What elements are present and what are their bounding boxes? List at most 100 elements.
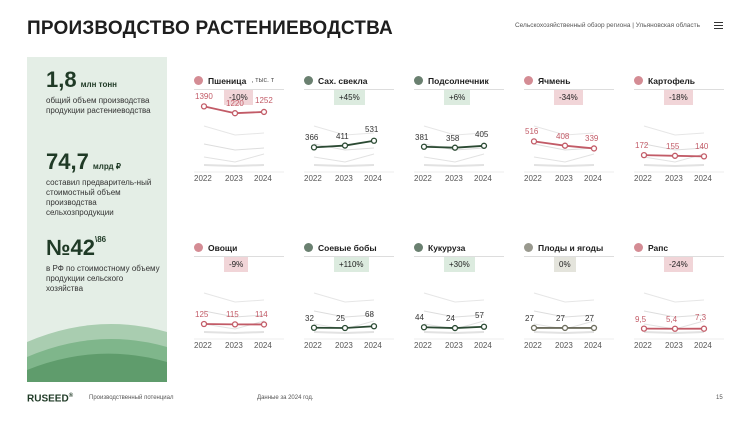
data-point — [700, 325, 708, 332]
crop-name: Кукуруза — [428, 242, 466, 253]
line-chart — [304, 125, 394, 173]
wheat-icon — [194, 76, 203, 85]
stat-sup: \86 — [95, 235, 107, 244]
line-chart — [634, 125, 724, 173]
bg-line — [313, 292, 375, 303]
change-badge: +45% — [334, 90, 365, 105]
year-label: 2023 — [665, 341, 683, 350]
bg-line — [423, 310, 485, 318]
year-label: 2022 — [634, 174, 652, 183]
data-point — [231, 110, 239, 117]
data-label: 9,5 — [635, 314, 647, 324]
data-label: 339 — [585, 134, 599, 144]
menu-icon[interactable] — [714, 22, 723, 31]
year-label: 2023 — [335, 174, 353, 183]
crop-panel: Подсолнечник +6% 381 2022 358 2023 405 2024 — [410, 72, 510, 212]
change-badge: -24% — [664, 257, 693, 272]
beet-icon — [304, 76, 313, 85]
year-label: 2023 — [665, 174, 683, 183]
year-label: 2022 — [194, 174, 212, 183]
page-title: ПРОИЗВОДСТВО РАСТЕНИЕВОДСТВА — [27, 18, 393, 39]
crop-panel: Ячмень -34% 516 2022 408 2023 339 2024 — [520, 72, 620, 212]
footer-section: Производственный потенциал — [89, 395, 174, 401]
data-label: 115 — [226, 310, 239, 320]
crop-name: Соевые бобы — [318, 242, 377, 253]
line-chart — [634, 292, 724, 340]
data-label: 25 — [336, 314, 345, 323]
line-chart — [194, 103, 284, 173]
stat-desc: составил предваритель-ный стоимостный об… — [46, 178, 152, 217]
year-label: 2023 — [555, 174, 573, 183]
data-label: 57 — [475, 310, 484, 320]
panel-header: Ячмень — [524, 72, 614, 90]
data-point — [561, 324, 569, 332]
bg-line — [313, 164, 375, 168]
data-point — [561, 142, 569, 149]
stat-value-rub: 74,7 млрд ₽ составил предваритель-ный сто… — [46, 149, 161, 218]
data-label: 24 — [446, 314, 455, 324]
bg-line — [643, 125, 705, 136]
data-label: 27 — [556, 313, 565, 323]
crop-name: Рапс — [648, 242, 669, 253]
data-label: 366 — [305, 133, 319, 143]
data-label: 408 — [556, 131, 570, 141]
bg-line — [313, 310, 375, 318]
panel-header: Плоды и ягоды — [524, 239, 614, 257]
rapeseed-icon — [634, 243, 643, 252]
crop-panel: Плоды и ягоды 0% 27 2022 27 2023 27 2024 — [520, 239, 620, 379]
year-label: 2022 — [414, 174, 432, 183]
change-badge: -34% — [554, 90, 583, 105]
year-label: 2023 — [335, 341, 353, 350]
year-label: 2023 — [225, 341, 243, 350]
data-point — [420, 143, 428, 150]
line-chart — [194, 292, 284, 340]
bg-line — [643, 331, 705, 335]
stat-value: №42 — [46, 235, 95, 260]
data-point — [260, 108, 268, 116]
data-label: 405 — [475, 129, 489, 139]
data-point — [451, 144, 459, 151]
potato-icon — [634, 76, 643, 85]
data-point — [451, 324, 459, 332]
year-label: 2024 — [474, 341, 492, 350]
panel-header: Соевые бобы — [304, 239, 394, 257]
line-chart — [524, 125, 614, 173]
data-point — [590, 324, 598, 332]
year-label: 2024 — [584, 341, 602, 350]
bg-line — [423, 125, 485, 136]
bg-line — [533, 292, 595, 303]
stat-value: 74,7 — [46, 149, 89, 174]
year-label: 2023 — [445, 341, 463, 350]
crop-panel: Пшеница , тыс. т -10% 1390 2022 1220 2023 1252… — [190, 72, 290, 212]
sunflower-icon — [414, 76, 423, 85]
data-label: 381 — [415, 132, 429, 142]
bg-line — [533, 164, 595, 168]
bg-line — [533, 331, 595, 335]
data-point — [370, 137, 378, 144]
data-label: 531 — [365, 124, 379, 134]
crop-name: Овощи — [208, 242, 238, 253]
line-chart — [524, 292, 614, 340]
year-label: 2023 — [225, 174, 243, 183]
bg-line — [203, 331, 265, 335]
bg-line — [423, 331, 485, 335]
crop-name: Подсолнечник — [428, 75, 489, 86]
bg-line — [643, 310, 705, 318]
vegetable-icon — [194, 243, 203, 252]
year-label: 2024 — [474, 174, 492, 183]
data-label: 7,3 — [695, 312, 707, 322]
stat-desc: в РФ по стоимостному объему продукции се… — [46, 264, 160, 293]
crop-panel: Рапс -24% 9,5 2022 5,4 2023 7,3 2024 — [630, 239, 730, 379]
data-point — [341, 324, 349, 332]
crop-panel: Овощи -9% 125 2022 115 2023 114 2024 — [190, 239, 290, 379]
data-point — [260, 321, 268, 328]
crop-panel: Сах. свекла +45% 366 2022 411 2023 531 2024 — [300, 72, 400, 212]
stat-desc: общий объем производства продукции расте… — [46, 96, 151, 115]
year-label: 2022 — [414, 341, 432, 350]
line-chart — [414, 292, 504, 340]
bg-line — [423, 153, 485, 163]
bg-line — [203, 164, 265, 168]
data-label: 68 — [365, 310, 374, 320]
bg-line — [313, 125, 375, 136]
bg-line — [203, 125, 265, 136]
